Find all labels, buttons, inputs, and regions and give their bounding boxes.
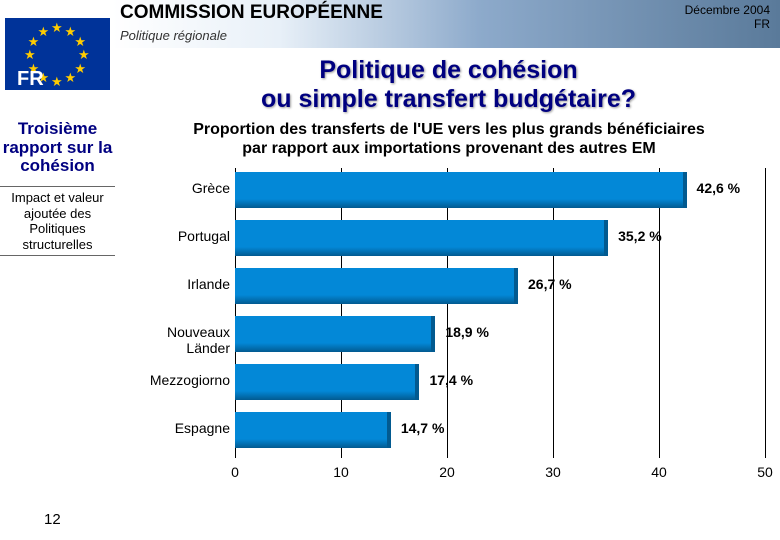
chart-bar-value: 14,7 % [401,420,445,436]
chart-bar-label: Grèce [120,180,230,196]
flag-star-icon: ★ [78,48,90,61]
chart-bar-label: Espagne [120,420,230,436]
chart-bar-value: 35,2 % [618,228,662,244]
chart-gridline [659,168,660,458]
chart-x-tick: 20 [432,464,462,480]
chart-bar-value: 18,9 % [445,324,489,340]
chart-gridline [553,168,554,458]
chart-bar-label: Irlande [120,276,230,292]
chart-bar-value: 17,4 % [429,372,473,388]
chart-bar [235,268,518,304]
sidebar: Troisième rapport sur la cohésion Impact… [0,120,115,256]
chart-bar [235,412,391,448]
flag-star-icon: ★ [38,25,50,38]
chart-bar-label: Portugal [120,228,230,244]
chart-bar-value: 42,6 % [697,180,741,196]
chart-plot: 42,6 % 35,2 % 26,7 % 18,9 % 17,4 % 14,7 % [235,168,765,458]
chart-bar-value: 26,7 % [528,276,572,292]
chart-bar [235,172,687,208]
bar-chart: 42,6 % 35,2 % 26,7 % 18,9 % 17,4 % 14,7 % 0 10… [120,168,774,488]
chart-bar-label: Nouveaux Länder [120,324,230,356]
header-subtitle: Politique régionale [120,28,227,43]
org-name: COMMISSION EUROPÉENNE [120,2,383,24]
slide-number: 12 [44,511,61,528]
eu-flag: ★★★★★★★★★★★★ FR [5,18,110,90]
sidebar-impact-label: Impact et valeur ajoutée des Politiques … [0,186,115,256]
chart-title: Proportion des transferts de l'UE vers l… [120,120,778,158]
flag-star-icon: ★ [24,48,36,61]
flag-star-icon: ★ [74,35,86,48]
flag-star-icon: ★ [51,75,63,88]
slide-title: Politique de cohésion ou simple transfer… [125,56,772,114]
chart-x-tick: 10 [326,464,356,480]
chart-bar [235,220,608,256]
chart-x-tick: 50 [750,464,780,480]
chart-bar [235,316,435,352]
chart-bar [235,364,419,400]
chart-x-tick: 30 [538,464,568,480]
flag-lang-label: FR [17,68,44,91]
chart-x-tick: 0 [220,464,250,480]
sidebar-report-title: Troisième rapport sur la cohésion [0,120,115,176]
flag-star-icon: ★ [65,71,77,84]
chart-gridline [447,168,448,458]
header-banner: COMMISSION EUROPÉENNE Politique régional… [112,0,780,48]
chart-gridline [765,168,766,458]
header-date: Décembre 2004 FR [685,3,770,31]
chart-x-tick: 40 [644,464,674,480]
chart-bar-label: Mezzogiorno [120,372,230,388]
flag-star-icon: ★ [51,21,63,34]
